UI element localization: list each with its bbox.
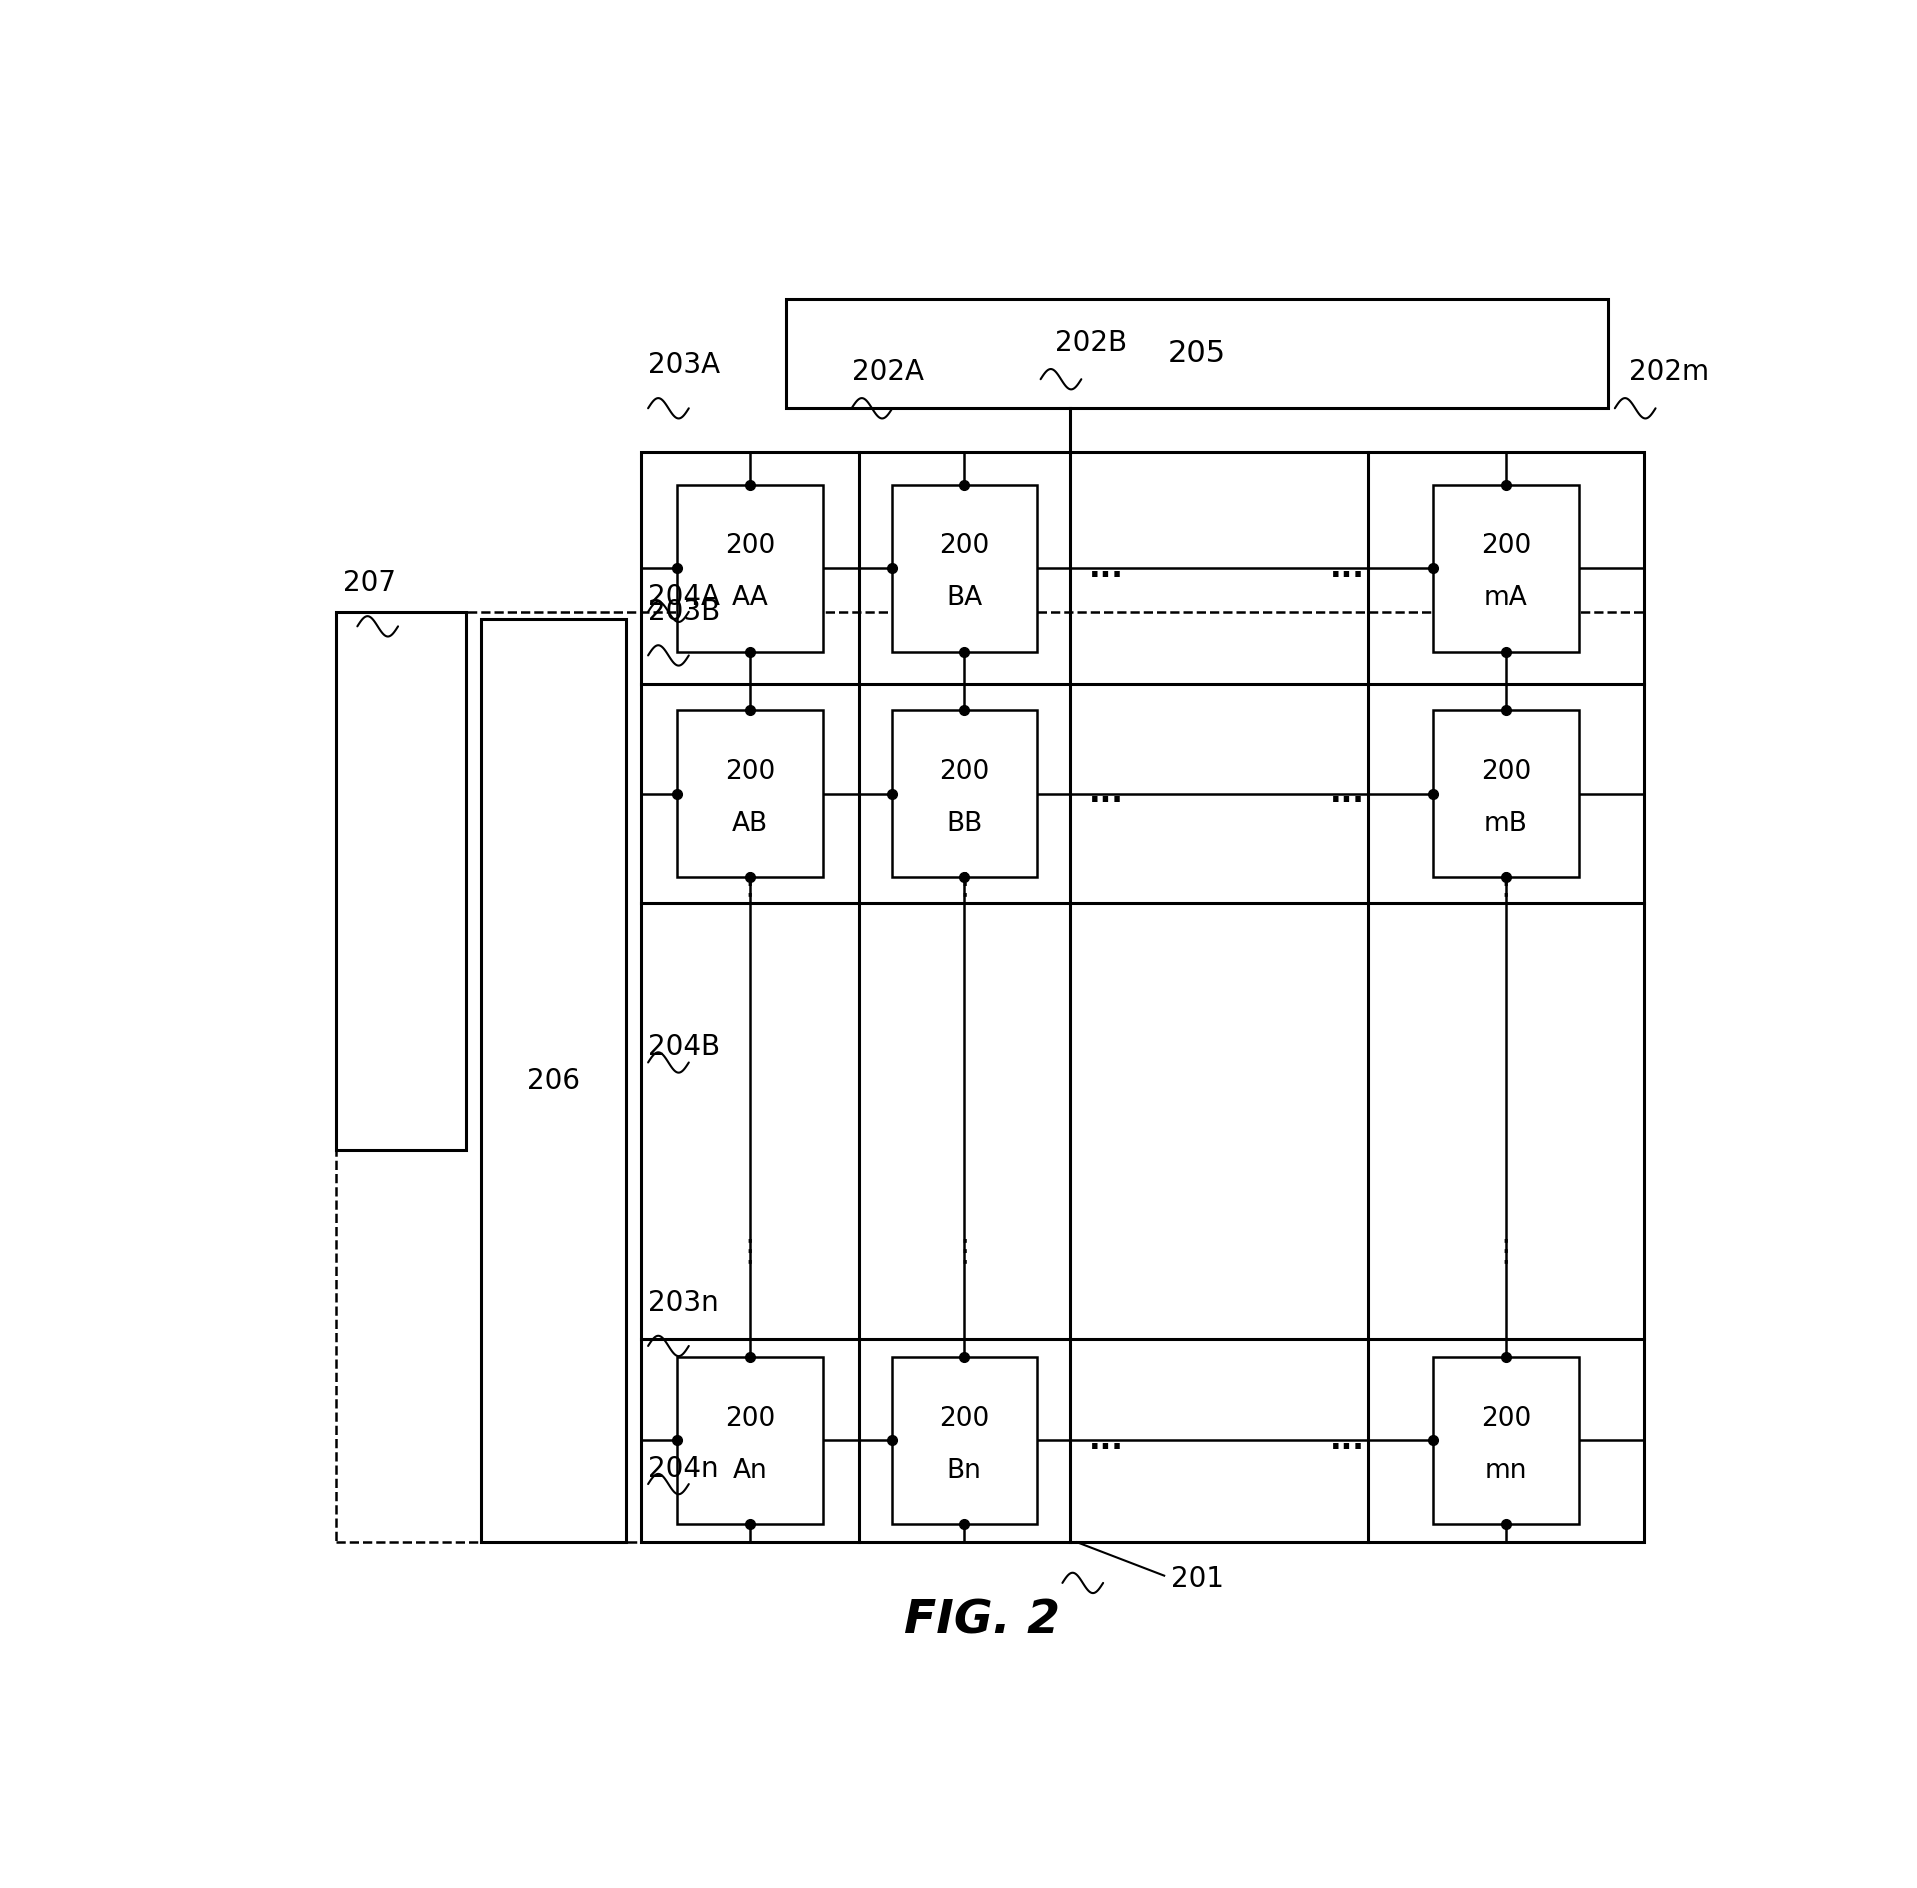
Text: mB: mB bbox=[1484, 810, 1528, 836]
Text: 201: 201 bbox=[1171, 1565, 1225, 1593]
Bar bbox=[891, 1357, 1037, 1524]
Text: 200: 200 bbox=[1480, 1407, 1532, 1431]
Text: 200: 200 bbox=[1480, 534, 1532, 559]
Text: 207: 207 bbox=[343, 570, 395, 597]
Bar bbox=[891, 710, 1037, 878]
Text: mA: mA bbox=[1484, 585, 1528, 612]
Text: 200: 200 bbox=[939, 1407, 989, 1431]
Text: 202m: 202m bbox=[1629, 359, 1710, 387]
Text: ...: ... bbox=[1330, 1425, 1365, 1456]
Text: 200: 200 bbox=[725, 534, 774, 559]
Text: BB: BB bbox=[947, 810, 982, 836]
Text: 202A: 202A bbox=[851, 359, 924, 387]
Text: ...: ... bbox=[1089, 1425, 1123, 1456]
Text: ...: ... bbox=[1330, 780, 1365, 808]
Text: 200: 200 bbox=[725, 759, 774, 785]
Bar bbox=[640, 451, 1645, 1542]
Text: 200: 200 bbox=[939, 534, 989, 559]
Bar bbox=[677, 1357, 822, 1524]
Text: ⋮: ⋮ bbox=[949, 1237, 980, 1267]
Bar bbox=[1434, 1357, 1578, 1524]
Text: 203B: 203B bbox=[648, 598, 721, 627]
Text: 203n: 203n bbox=[648, 1290, 719, 1318]
Bar bbox=[335, 612, 466, 1150]
Text: FIG. 2: FIG. 2 bbox=[905, 1599, 1060, 1644]
Text: ⋮: ⋮ bbox=[1491, 1237, 1520, 1267]
Text: ⋮: ⋮ bbox=[949, 870, 980, 899]
Text: BA: BA bbox=[947, 585, 982, 612]
Text: 200: 200 bbox=[1480, 759, 1532, 785]
Text: ⋮: ⋮ bbox=[734, 1237, 765, 1267]
Bar bbox=[1434, 710, 1578, 878]
Text: 202B: 202B bbox=[1054, 329, 1127, 357]
Text: 204B: 204B bbox=[648, 1033, 721, 1061]
Text: Bn: Bn bbox=[947, 1458, 982, 1484]
Text: An: An bbox=[732, 1458, 767, 1484]
Text: ...: ... bbox=[1330, 553, 1365, 583]
Bar bbox=[1434, 485, 1578, 651]
Text: AA: AA bbox=[732, 585, 769, 612]
Bar bbox=[786, 298, 1608, 408]
Text: 203A: 203A bbox=[648, 351, 721, 379]
Text: 200: 200 bbox=[725, 1407, 774, 1431]
Text: 200: 200 bbox=[939, 759, 989, 785]
Text: 204A: 204A bbox=[648, 583, 721, 610]
Text: ...: ... bbox=[1089, 553, 1123, 583]
Text: 205: 205 bbox=[1167, 340, 1227, 368]
Text: AB: AB bbox=[732, 810, 769, 836]
Text: 204n: 204n bbox=[648, 1456, 719, 1482]
Text: ...: ... bbox=[1089, 780, 1123, 808]
Bar bbox=[891, 485, 1037, 651]
Bar bbox=[677, 485, 822, 651]
Text: ⋮: ⋮ bbox=[1491, 870, 1520, 899]
Text: mn: mn bbox=[1484, 1458, 1528, 1484]
Text: ⋮: ⋮ bbox=[734, 870, 765, 899]
Bar bbox=[677, 710, 822, 878]
Text: 206: 206 bbox=[527, 1067, 581, 1095]
Bar bbox=[335, 612, 1645, 1542]
Bar bbox=[481, 619, 627, 1542]
